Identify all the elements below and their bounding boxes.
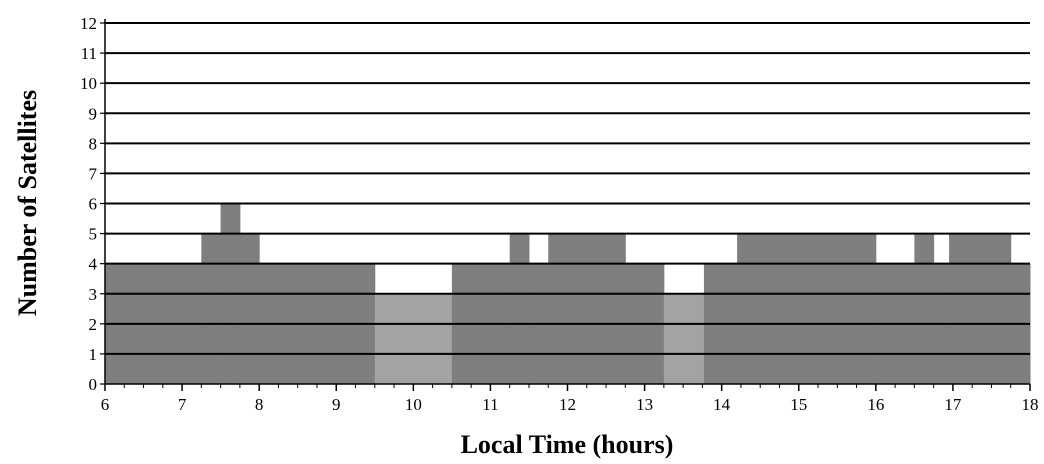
y-tick-label: 9 bbox=[89, 104, 98, 123]
step-bar bbox=[509, 233, 530, 384]
y-tick-label: 5 bbox=[89, 225, 98, 244]
y-tick-label: 0 bbox=[89, 375, 98, 394]
x-tick-label: 13 bbox=[636, 395, 653, 414]
x-tick-label: 17 bbox=[944, 395, 962, 414]
y-tick-label: 3 bbox=[89, 285, 98, 304]
x-tick-label: 9 bbox=[332, 395, 341, 414]
x-tick-label: 16 bbox=[867, 395, 884, 414]
step-bar bbox=[548, 233, 626, 384]
y-tick-label: 1 bbox=[89, 345, 98, 364]
x-tick-label: 11 bbox=[482, 395, 498, 414]
y-tick-label: 12 bbox=[80, 14, 97, 33]
y-axis-title: Number of Satellites bbox=[13, 90, 42, 316]
x-tick-label: 18 bbox=[1022, 395, 1039, 414]
y-tick-label: 7 bbox=[89, 164, 98, 183]
x-tick-label: 7 bbox=[178, 395, 187, 414]
x-tick-label: 14 bbox=[713, 395, 731, 414]
step-bar bbox=[374, 293, 453, 384]
x-tick-label: 12 bbox=[559, 395, 576, 414]
step-bar bbox=[914, 233, 935, 384]
x-tick-label: 6 bbox=[101, 395, 110, 414]
x-axis-title: Local Time (hours) bbox=[461, 430, 674, 459]
y-tick-label: 11 bbox=[81, 44, 97, 63]
x-tick-label: 8 bbox=[255, 395, 264, 414]
x-tick-label: 15 bbox=[790, 395, 807, 414]
y-tick-label: 6 bbox=[89, 195, 98, 214]
y-tick-label: 10 bbox=[80, 74, 97, 93]
step-bar bbox=[663, 293, 705, 384]
step-bar bbox=[239, 233, 260, 384]
grid-lines bbox=[105, 22, 1030, 355]
y-tick-label: 4 bbox=[89, 255, 98, 274]
x-tick-label: 10 bbox=[405, 395, 422, 414]
step-bar bbox=[949, 233, 1012, 384]
y-tick-label: 2 bbox=[89, 315, 98, 334]
y-tick-label: 8 bbox=[89, 134, 98, 153]
step-bar bbox=[737, 233, 877, 384]
step-bar bbox=[201, 233, 222, 384]
